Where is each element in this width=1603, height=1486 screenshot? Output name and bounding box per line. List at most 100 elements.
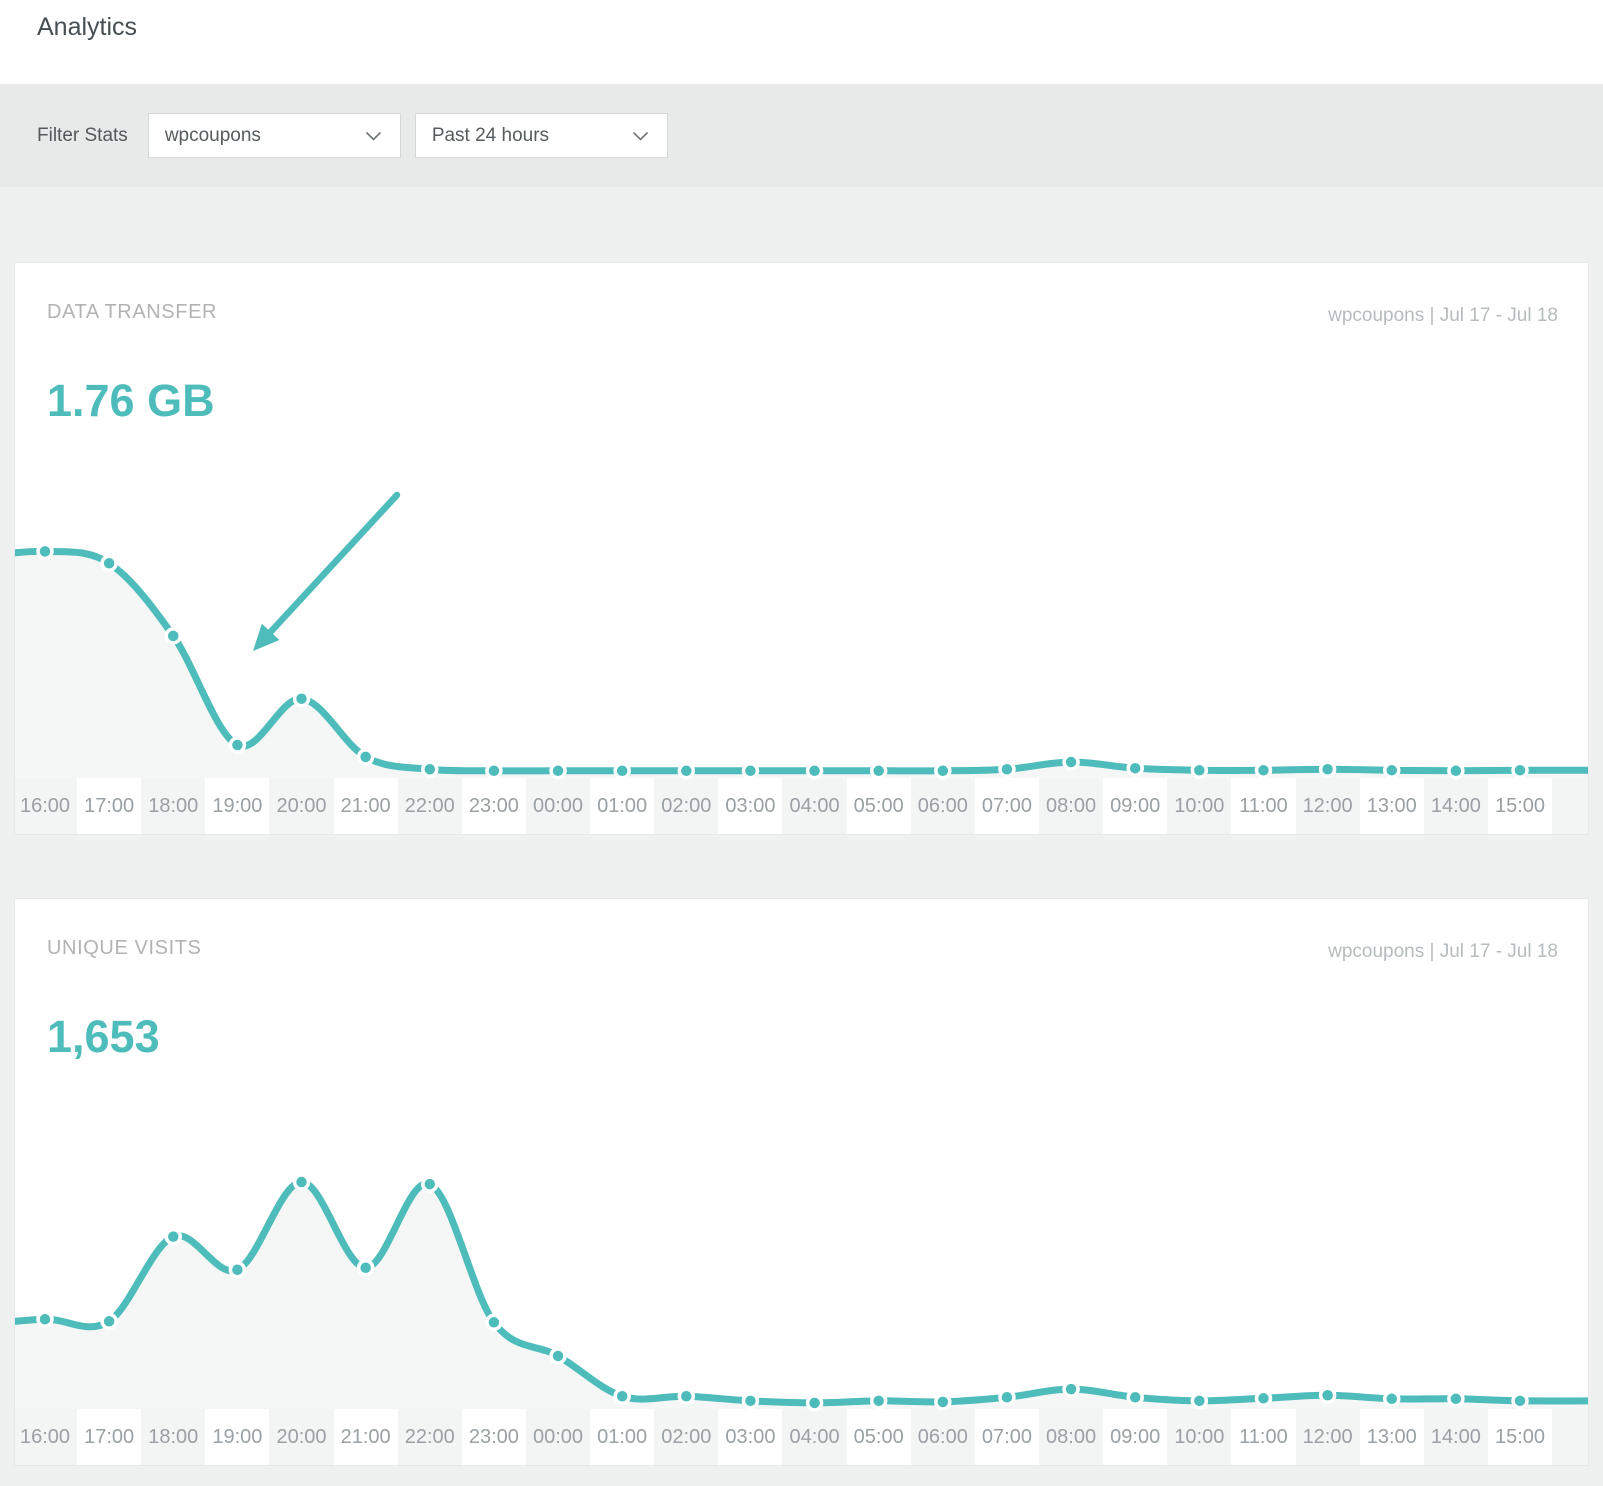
data-point[interactable]: [677, 762, 696, 780]
data-point[interactable]: [1447, 762, 1465, 780]
x-axis-label: 18:00: [148, 795, 199, 817]
card-meta: wpcoupons | Jul 17 - Jul 18: [1328, 941, 1558, 962]
data-point[interactable]: [421, 760, 439, 778]
time-range-value: Past 24 hours: [431, 124, 550, 146]
data-point[interactable]: [741, 1392, 760, 1410]
x-axis-label: 02:00: [661, 1426, 712, 1448]
data-point[interactable]: [613, 762, 631, 780]
card-meta: wpcoupons | Jul 17 - Jul 18: [1328, 305, 1558, 326]
x-axis-label: 00:00: [533, 795, 584, 817]
data-point[interactable]: [1254, 761, 1273, 780]
data-point[interactable]: [36, 542, 54, 561]
x-axis-label: 13:00: [1359, 778, 1424, 834]
data-point[interactable]: [1382, 761, 1401, 780]
chevron-down-icon: [365, 131, 381, 141]
data-point[interactable]: [1254, 1389, 1273, 1408]
data-point[interactable]: [228, 736, 247, 754]
data-point[interactable]: [1190, 761, 1209, 780]
time-range-select[interactable]: Past 24 hours: [414, 113, 668, 158]
data-point[interactable]: [356, 748, 375, 766]
x-axis-label: 04:00: [789, 795, 840, 817]
data-point[interactable]: [869, 1392, 888, 1410]
x-axis-label: 21:00: [333, 1409, 398, 1465]
x-axis-label: 21:00: [333, 778, 398, 834]
area-chart[interactable]: [15, 899, 1588, 1465]
x-axis-label: 02:00: [661, 795, 712, 817]
x-axis-label: 14:00: [1430, 1426, 1481, 1448]
x-axis-label: 11:00: [1231, 1409, 1296, 1465]
data-point[interactable]: [998, 1388, 1016, 1407]
page-title: Analytics: [37, 13, 138, 41]
data-point[interactable]: [677, 1387, 696, 1405]
data-point[interactable]: [1447, 1390, 1465, 1408]
data-point[interactable]: [998, 760, 1016, 778]
x-axis-label: 19:00: [205, 1409, 270, 1465]
x-axis-label: 04:00: [789, 1426, 840, 1448]
data-point[interactable]: [164, 1227, 183, 1246]
data-point[interactable]: [100, 1312, 118, 1331]
x-axis-label: 10:00: [1174, 795, 1225, 817]
x-axis-label: 19:00: [205, 778, 270, 834]
data-point[interactable]: [292, 689, 311, 708]
x-axis-label: 07:00: [974, 778, 1040, 834]
x-axis-label: 17:00: [77, 778, 142, 834]
x-axis-label: 05:00: [846, 778, 911, 834]
summary-value: 1,653: [47, 1011, 160, 1062]
data-point[interactable]: [1126, 759, 1144, 777]
data-point[interactable]: [1062, 753, 1080, 771]
data-point[interactable]: [164, 627, 183, 645]
data-point[interactable]: [934, 1393, 952, 1411]
x-axis-label: 16:00: [19, 795, 71, 817]
x-axis-label: 07:00: [974, 1409, 1040, 1465]
data-point[interactable]: [934, 762, 952, 780]
data-transfer-card: DATA TRANSFER wpcoupons | Jul 17 - Jul 1…: [14, 262, 1589, 835]
x-axis-label: 00:00: [533, 1426, 584, 1448]
data-point[interactable]: [292, 1173, 311, 1191]
x-axis-label: 18:00: [148, 1426, 199, 1448]
x-axis: 16:00 17:00 18:00 19:00 20:00 21:00 22:00 23:00…: [15, 1409, 1588, 1465]
filter-bar: Filter Stats wpcoupons Past 24 hours: [0, 84, 1603, 187]
x-axis-label: 11:00: [1231, 778, 1296, 834]
data-point[interactable]: [1318, 1386, 1337, 1404]
x-axis-label: 23:00: [461, 1409, 526, 1465]
data-point[interactable]: [549, 762, 567, 780]
data-point[interactable]: [485, 1313, 503, 1332]
data-point[interactable]: [1318, 760, 1337, 778]
data-point[interactable]: [100, 554, 118, 572]
data-point[interactable]: [228, 1261, 247, 1279]
data-point[interactable]: [1382, 1390, 1401, 1408]
annotation-arrow-shaft: [263, 491, 401, 640]
card-title: DATA TRANSFER: [47, 301, 218, 323]
x-axis-label: 06:00: [917, 1426, 968, 1448]
x-axis-label: 03:00: [718, 778, 783, 834]
data-point[interactable]: [1511, 1392, 1529, 1410]
data-point[interactable]: [613, 1387, 631, 1405]
filter-stats-label: Filter Stats: [37, 124, 128, 146]
x-axis-label: 01:00: [590, 778, 655, 834]
x-axis-label: 08:00: [1046, 795, 1097, 817]
data-point[interactable]: [741, 762, 760, 780]
x-axis-label: 22:00: [404, 795, 455, 817]
data-point[interactable]: [1190, 1392, 1209, 1410]
data-point[interactable]: [549, 1347, 567, 1365]
x-axis-label: 13:00: [1359, 1409, 1424, 1465]
chevron-down-icon: [632, 131, 648, 141]
data-point[interactable]: [356, 1258, 375, 1277]
data-point[interactable]: [1511, 761, 1529, 780]
data-point[interactable]: [36, 1310, 54, 1328]
analytics-content: DATA TRANSFER wpcoupons | Jul 17 - Jul 1…: [0, 262, 1603, 1466]
data-point[interactable]: [1126, 1388, 1144, 1407]
site-filter-select[interactable]: wpcoupons: [147, 113, 401, 158]
x-axis: 16:00 17:00 18:00 19:00 20:00 21:00 22:00 23:00…: [15, 778, 1588, 834]
page-header: Analytics: [0, 0, 1603, 84]
data-point[interactable]: [805, 1394, 824, 1412]
area-chart[interactable]: [15, 263, 1588, 834]
card-title: UNIQUE VISITS: [47, 937, 202, 959]
data-point[interactable]: [1062, 1380, 1080, 1398]
data-point[interactable]: [805, 762, 824, 780]
x-axis-label: 08:00: [1046, 1426, 1097, 1448]
data-point[interactable]: [485, 762, 503, 780]
x-axis-label: 17:00: [77, 1409, 142, 1465]
data-point[interactable]: [421, 1175, 439, 1193]
data-point[interactable]: [869, 762, 888, 780]
